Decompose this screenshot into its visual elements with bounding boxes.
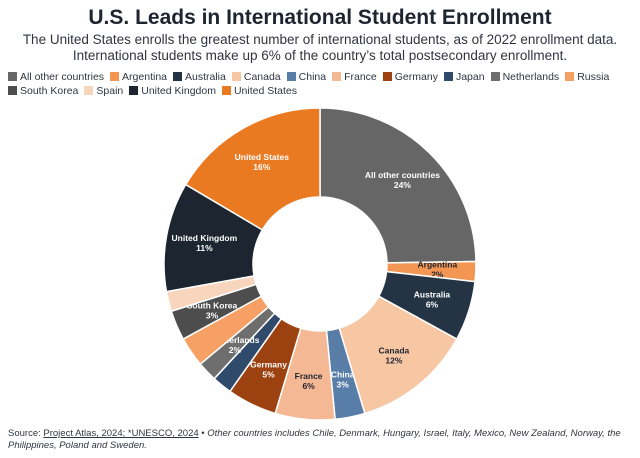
- legend-swatch: [490, 72, 500, 81]
- legend-item: Canada: [231, 70, 281, 84]
- legend-swatch: [8, 86, 17, 95]
- legend-item: Japan: [443, 70, 485, 84]
- legend-label: Argentina: [122, 71, 167, 83]
- legend-swatch: [443, 72, 453, 81]
- legend-item: Germany: [382, 70, 438, 84]
- source-label: Source:: [8, 428, 41, 439]
- slice-label: Netherlands 2%: [210, 335, 259, 355]
- legend-label: United States: [233, 85, 298, 97]
- legend-swatch: [8, 72, 17, 81]
- legend-item: Argentina: [110, 70, 167, 84]
- legend-label: Netherlands: [502, 71, 560, 83]
- legend-item: Netherlands: [490, 70, 560, 84]
- slice-label: Argentina 2%: [418, 260, 458, 280]
- legend-label: Japan: [455, 71, 485, 83]
- legend-item: Australia: [173, 70, 226, 84]
- legend-item: China: [286, 70, 327, 84]
- legend-swatch: [565, 72, 575, 81]
- legend-label: Australia: [185, 71, 226, 83]
- legend: All other countries Argentina Australia Can…: [8, 70, 634, 98]
- legend-swatch: [221, 86, 231, 95]
- legend-label: All other countries: [20, 71, 105, 83]
- legend-label: Germany: [394, 71, 438, 83]
- legend-label: China: [298, 71, 327, 83]
- legend-swatch: [382, 72, 392, 81]
- legend-label: Russia: [577, 71, 610, 83]
- slice-label: All other countries 24%: [365, 170, 440, 190]
- legend-item: Spain: [84, 84, 123, 98]
- legend-swatch: [286, 72, 296, 81]
- legend-label: France: [344, 71, 377, 83]
- slice-label: Germany 5%: [250, 360, 287, 380]
- legend-label: South Korea: [20, 85, 79, 97]
- legend-item: France: [332, 70, 377, 84]
- legend-swatch: [110, 72, 120, 81]
- donut-chart: All other countries 24% Argentina 2% Austral…: [163, 107, 477, 421]
- legend-item: South Korea: [8, 84, 78, 98]
- legend-swatch: [231, 72, 241, 81]
- legend-label: Spain: [96, 85, 124, 97]
- chart-subtitle: The United States enrolls the greatest n…: [22, 32, 618, 63]
- slice-label: United States 16%: [235, 152, 290, 172]
- source-footer: Source: Project Atlas, 2024; *UNESCO, 20…: [8, 428, 628, 452]
- slice-label: Canada 12%: [379, 345, 410, 365]
- slice-united-states: [184, 107, 321, 231]
- slice-all-other-countries: [319, 107, 477, 264]
- slice-label: Australia 6%: [414, 290, 451, 310]
- legend-item: United States: [221, 84, 298, 98]
- legend-swatch: [332, 72, 342, 81]
- legend-label: United Kingdom: [141, 85, 216, 97]
- legend-swatch: [173, 72, 182, 81]
- source-note: Other countries includes Chile, Denmark,…: [8, 428, 621, 451]
- legend-item: Russia: [565, 70, 609, 84]
- slice-label: South Korea 3%: [187, 300, 238, 320]
- slice-label: United Kingdom 11%: [172, 233, 238, 253]
- legend-item: United Kingdom: [129, 84, 216, 98]
- source-links[interactable]: Project Atlas, 2024; *UNESCO, 2024: [43, 428, 199, 439]
- legend-item: All other countries: [8, 70, 104, 84]
- source-separator: •: [198, 428, 208, 439]
- legend-label: Canada: [243, 71, 281, 83]
- slice-label: China 3%: [331, 369, 355, 389]
- chart-title: U.S. Leads in International Student Enro…: [88, 6, 552, 29]
- slice-label: France 6%: [295, 371, 323, 391]
- legend-swatch: [84, 86, 94, 95]
- legend-swatch: [129, 86, 139, 95]
